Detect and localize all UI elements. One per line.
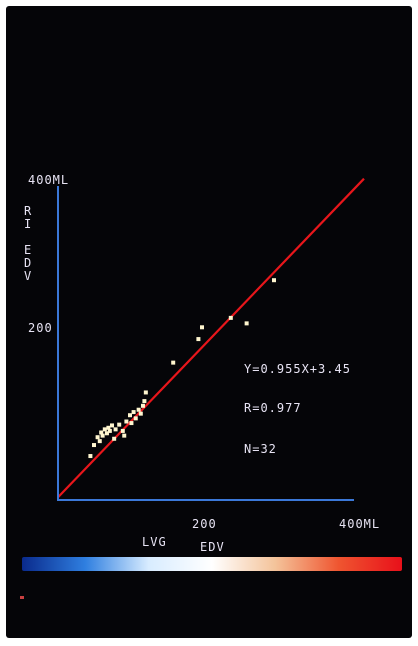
data-point-31: [245, 321, 249, 325]
x-tick-200: 200: [192, 517, 217, 531]
regression-line: [58, 179, 364, 498]
data-point-12: [112, 437, 116, 441]
data-point-26: [144, 390, 148, 394]
data-point-27: [171, 361, 175, 365]
data-point-18: [128, 413, 132, 417]
data-point-20: [132, 410, 136, 414]
corner-marker: [20, 596, 24, 599]
regression-equation: Y=0.955X+3.45: [244, 362, 351, 376]
data-point-28: [196, 337, 200, 341]
data-point-10: [108, 429, 112, 433]
plot-area: [58, 179, 364, 500]
data-point-32: [272, 278, 276, 282]
data-point-17: [124, 420, 128, 424]
data-point-19: [129, 421, 133, 425]
data-point-25: [142, 399, 146, 403]
data-point-21: [134, 416, 138, 420]
data-point-4: [98, 439, 102, 443]
data-point-1: [88, 454, 92, 458]
data-point-29: [200, 325, 204, 329]
sample-count: N=32: [244, 442, 277, 456]
data-point-22: [137, 408, 141, 412]
data-point-24: [141, 404, 145, 408]
y-tick-200: 200: [28, 321, 53, 335]
data-point-14: [117, 423, 121, 427]
color-scale-bar: [22, 557, 402, 571]
x-tick-400ml: 400ML: [339, 517, 380, 531]
correlation-coefficient: R=0.977: [244, 401, 302, 415]
data-point-2: [92, 443, 96, 447]
y-tick-400ml: 400ML: [28, 173, 69, 187]
x-axis-label: LVG EDV: [142, 535, 225, 554]
data-point-16: [122, 434, 126, 438]
data-point-30: [229, 316, 233, 320]
data-point-23: [139, 412, 143, 416]
data-point-13: [114, 427, 118, 431]
data-point-6: [101, 434, 105, 438]
data-point-15: [121, 429, 125, 433]
data-point-3: [96, 435, 100, 439]
data-point-11: [110, 423, 114, 427]
data-point-7: [103, 427, 107, 431]
